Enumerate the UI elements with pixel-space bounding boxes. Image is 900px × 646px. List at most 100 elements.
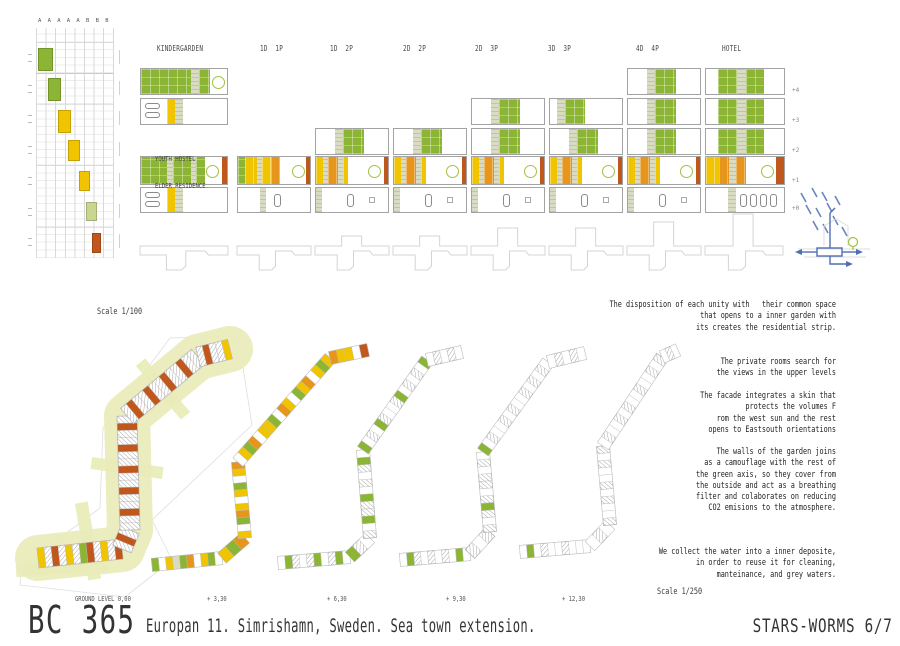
plan-segment-core bbox=[557, 157, 563, 184]
level-label: +1 bbox=[792, 177, 800, 184]
plan-segment-core bbox=[646, 129, 655, 154]
unit-block-ground-b bbox=[549, 187, 623, 213]
plan-segment-core bbox=[572, 157, 577, 184]
plan-segment-y bbox=[550, 157, 558, 184]
column-label: 2D 2P bbox=[403, 44, 427, 53]
plan-segment-core bbox=[190, 69, 199, 94]
unit-block-ground-b bbox=[393, 187, 467, 213]
grid-column-letter: B bbox=[86, 18, 90, 24]
unit-block-unit-hotel bbox=[705, 98, 785, 125]
plan-segment-g bbox=[141, 69, 191, 94]
plan-segment-w bbox=[676, 129, 700, 154]
plan-segment-y bbox=[316, 157, 324, 184]
unit-block-unit-hotel bbox=[705, 128, 785, 155]
plan-segment-w bbox=[706, 129, 719, 154]
row-mark bbox=[28, 207, 32, 209]
row-mark bbox=[28, 153, 32, 155]
car-icon bbox=[503, 193, 511, 207]
notes-paragraph: The private rooms search for the views i… bbox=[716, 357, 836, 379]
row-side-mark bbox=[119, 234, 120, 249]
scale-label-1-100: Scale 1/100 bbox=[97, 307, 143, 317]
plan-segment-w bbox=[764, 69, 784, 94]
board-title: Europan 11. Simrishamn, Sweden. Sea town… bbox=[146, 615, 536, 637]
row-side-mark bbox=[119, 80, 120, 95]
plan-segment-o bbox=[328, 157, 339, 184]
plan-segment-core bbox=[646, 69, 655, 94]
board-code: BC 365 bbox=[28, 598, 136, 642]
plan-segment-w bbox=[472, 129, 491, 154]
car-icon bbox=[659, 193, 667, 207]
plan-segment-g bbox=[576, 129, 599, 154]
plan-segment-core bbox=[259, 188, 267, 212]
level-label: +2 bbox=[792, 147, 800, 154]
unit-type-cell bbox=[58, 110, 71, 133]
garden-circle bbox=[524, 165, 538, 178]
plan-segment-w bbox=[183, 188, 227, 212]
plan-segment-o bbox=[562, 157, 573, 184]
notes-paragraph: The disposition of each unity with their… bbox=[609, 300, 836, 333]
plan-segment-core bbox=[550, 188, 557, 212]
plan-segment-core bbox=[174, 188, 184, 212]
plan-segment-w bbox=[550, 99, 558, 124]
plan-segment-y bbox=[498, 157, 505, 184]
level-label: +0 bbox=[792, 205, 800, 212]
plan-segment-w bbox=[400, 188, 466, 212]
plan-segment-w bbox=[266, 188, 310, 212]
side-label-youth-hostel: YOUTH HOSTEL ELDER RESIDENCE bbox=[155, 137, 206, 209]
column-label: KINDERGARDEN bbox=[157, 44, 204, 53]
row-mark bbox=[28, 122, 32, 124]
notes-paragraph: The facade integrates a skin that protec… bbox=[700, 391, 836, 435]
row-mark bbox=[28, 84, 32, 86]
garden-circle bbox=[205, 165, 219, 178]
plan-segment-g bbox=[718, 69, 738, 94]
plan-segment-w bbox=[706, 188, 728, 212]
plan-segment-core bbox=[334, 129, 343, 154]
plan-segment-o bbox=[271, 157, 280, 184]
plan-segment-g bbox=[718, 99, 738, 124]
plan-segment-ob bbox=[695, 157, 700, 184]
garden-circle bbox=[368, 165, 382, 178]
plan-segment-g bbox=[745, 69, 765, 94]
plan-segment-y bbox=[654, 157, 661, 184]
plan-segment-y bbox=[262, 157, 272, 184]
plan-segment-w bbox=[478, 188, 544, 212]
column-label: 3D 3P bbox=[548, 44, 572, 53]
plan-segment-y bbox=[245, 157, 257, 184]
unit-block-unit-green bbox=[627, 128, 701, 155]
unit-block-kg-cars bbox=[140, 98, 228, 125]
level-label: +3 bbox=[792, 117, 800, 124]
unit-block-kg-cars bbox=[140, 187, 228, 213]
car-icon bbox=[273, 193, 281, 207]
row-side-mark bbox=[119, 203, 120, 218]
plan-segment-w bbox=[550, 129, 569, 154]
unit-block-strip-b bbox=[627, 156, 701, 185]
side-label-line1: YOUTH HOSTEL bbox=[155, 155, 196, 163]
unit-block-unit-green bbox=[471, 98, 545, 125]
plan-segment-w bbox=[676, 99, 700, 124]
plan-segment-core bbox=[166, 157, 173, 184]
column-label: 1D 2P bbox=[330, 44, 354, 53]
unit-type-cell bbox=[68, 140, 80, 161]
plan-segment-core bbox=[646, 99, 655, 124]
side-label-line2: ELDER RESIDENCE bbox=[155, 182, 206, 190]
row-side-mark bbox=[119, 172, 120, 187]
column-label: 1D 1P bbox=[260, 44, 284, 53]
plan-segment-w bbox=[598, 129, 622, 154]
scale-label-1-250: Scale 1/250 bbox=[657, 587, 703, 597]
car-icon bbox=[144, 201, 160, 207]
plan-segment-g bbox=[196, 157, 205, 184]
plan-segment-core bbox=[650, 157, 655, 184]
car-icon bbox=[347, 193, 355, 207]
plan-segment-core bbox=[416, 157, 421, 184]
unit-block-strip-b bbox=[393, 156, 467, 185]
plan-segment-core bbox=[479, 157, 485, 184]
unit-block-ground-hotel bbox=[705, 187, 785, 213]
row-mark bbox=[28, 146, 32, 148]
plan-segment-core bbox=[635, 157, 641, 184]
row-mark bbox=[28, 238, 32, 240]
plan-segment-w bbox=[316, 129, 335, 154]
plan-segment-y bbox=[706, 157, 720, 184]
plan-segment-y bbox=[394, 157, 402, 184]
plan-segment-core bbox=[568, 129, 577, 154]
